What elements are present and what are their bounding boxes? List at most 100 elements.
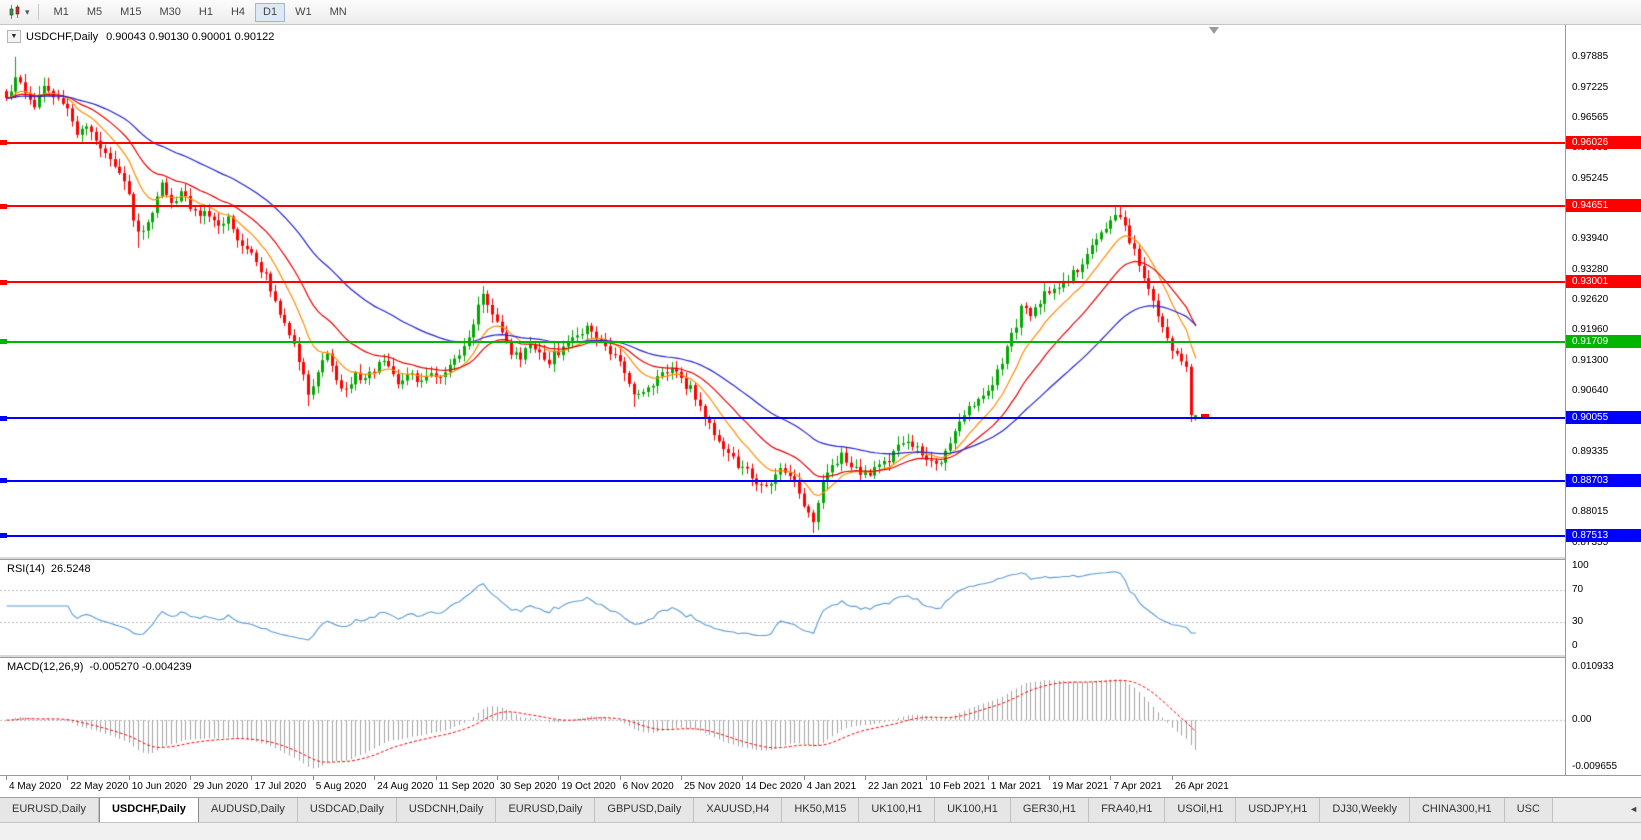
time-axis-label: 10 Feb 2021 <box>929 781 986 792</box>
time-axis-tick <box>497 776 498 780</box>
time-axis-label: 22 May 2020 <box>70 781 129 792</box>
price-axis-label: 0.93940 <box>1572 233 1609 245</box>
chart-tab-usdchf-daily[interactable]: USDCHF,Daily <box>98 798 199 822</box>
pane-splitter-rsi[interactable] <box>0 556 1641 560</box>
timeframe-button-m15[interactable]: M15 <box>120 5 142 18</box>
macd-current-values: -0.005270 -0.004239 <box>89 661 192 673</box>
time-axis[interactable]: 4 May 2020 22 May 2020 10 Jun 2020 29 Jun 2… <box>0 775 1641 797</box>
timeframe-button-m1[interactable]: M1 <box>53 5 69 18</box>
chart-window: ▼ USDCHF,Daily 0.90043 0.90130 0.90001 0… <box>0 25 1641 775</box>
time-axis-tick <box>681 776 682 780</box>
price-line-label: 0.88703 <box>1566 473 1641 487</box>
chart-tab-eurusd-daily[interactable]: EURUSD,Daily <box>0 798 99 822</box>
time-axis-label: 17 Jul 2020 <box>254 781 307 792</box>
horizontal-line-0.88703[interactable] <box>0 479 1565 482</box>
chart-shift-marker-icon[interactable] <box>1209 27 1220 34</box>
chart-tab-xauusd-h4[interactable]: XAUUSD,H4 <box>694 798 783 822</box>
chart-tab-usc[interactable]: USC <box>1504 798 1553 822</box>
timeframe-toolbar: M1 M5 M15 M30 H1 H4 D1 W1 MN <box>45 2 356 22</box>
toolbar: ▾ M1 M5 M15 M30 H1 H4 D1 W1 MN <box>0 0 1641 25</box>
chart-tab-dj30-weekly[interactable]: DJ30,Weekly <box>1320 798 1410 822</box>
price-chart-canvas[interactable] <box>0 25 1565 556</box>
hline-left-marker[interactable] <box>0 140 7 146</box>
time-axis-label: 25 Nov 2020 <box>683 781 741 792</box>
chart-tab-uk100-h1[interactable]: UK100,H1 <box>935 798 1011 822</box>
timeframe-button-h4[interactable]: H4 <box>230 5 246 18</box>
price-axis-label: 0.88015 <box>1572 506 1609 518</box>
time-axis-label: 29 Jun 2020 <box>193 781 249 792</box>
chart-tab-audusd-daily[interactable]: AUDUSD,Daily <box>198 798 298 822</box>
plot-overlay <box>0 25 1565 775</box>
toolbar-separator <box>37 4 39 20</box>
tab-scroll-left-icon[interactable]: ◄ <box>1629 804 1638 814</box>
timeframe-button-d1[interactable]: D1 <box>255 2 286 22</box>
chart-tab-fra40-h1[interactable]: FRA40,H1 <box>1089 798 1166 822</box>
chart-tab-usoil-h1[interactable]: USOil,H1 <box>1165 798 1237 822</box>
timeframe-button-mn[interactable]: MN <box>329 5 347 18</box>
horizontal-line-0.87513[interactable] <box>0 534 1565 537</box>
chart-tab-usdcad-daily[interactable]: USDCAD,Daily <box>297 798 397 822</box>
time-axis-label: 11 Sep 2020 <box>438 781 495 792</box>
hline-left-marker[interactable] <box>0 415 7 421</box>
candlestick-chart-icon <box>9 5 20 19</box>
time-axis-tick <box>804 776 805 780</box>
horizontal-line-0.90055[interactable] <box>0 417 1565 420</box>
price-axis-label: 0.87355 <box>1572 536 1609 548</box>
time-axis-label: 24 Aug 2020 <box>377 781 434 792</box>
time-axis-label: 22 Jan 2021 <box>868 781 924 792</box>
time-axis-tick <box>926 776 927 780</box>
status-bar <box>0 822 1641 840</box>
hline-left-marker[interactable] <box>0 533 7 539</box>
time-axis-label: 10 Jun 2020 <box>131 781 187 792</box>
price-axis[interactable]: 0.978850.972250.965650.959050.952450.945… <box>1565 25 1641 775</box>
horizontal-line-0.91709[interactable] <box>0 340 1565 343</box>
hline-left-marker[interactable] <box>0 279 7 285</box>
horizontal-line-0.94651[interactable] <box>0 205 1565 208</box>
time-axis-tick <box>1172 776 1173 780</box>
rsi-pane-label: RSI(14) 26.5248 <box>7 563 91 575</box>
time-axis-tick <box>742 776 743 780</box>
chart-tab-hk50-m15[interactable]: HK50,M15 <box>782 798 860 822</box>
time-axis-tick <box>988 776 989 780</box>
time-axis-tick <box>1049 776 1050 780</box>
chart-type-dropdown-caret[interactable]: ▾ <box>25 6 30 17</box>
price-axis-label: 0.91960 <box>1572 324 1609 336</box>
chart-tab-uk100-h1[interactable]: UK100,H1 <box>859 798 936 822</box>
chart-tab-usdcnh-daily[interactable]: USDCNH,Daily <box>396 798 497 822</box>
chart-type-button[interactable] <box>5 2 25 22</box>
time-axis-tick <box>1110 776 1111 780</box>
pane-splitter-macd[interactable] <box>0 654 1641 658</box>
price-line-label: 0.94651 <box>1566 199 1641 213</box>
chart-title: ▼ USDCHF,Daily 0.90043 0.90130 0.90001 0… <box>7 30 274 43</box>
time-axis-tick <box>251 776 252 780</box>
chart-tab-ger30-h1[interactable]: GER30,H1 <box>1010 798 1090 822</box>
time-axis-label: 4 May 2020 <box>9 781 62 792</box>
time-axis-tick <box>6 776 7 780</box>
price-axis-label: 0.97225 <box>1572 81 1609 93</box>
timeframe-button-w1[interactable]: W1 <box>295 5 312 18</box>
chart-tab-gbpusd-daily[interactable]: GBPUSD,Daily <box>595 798 695 822</box>
timeframe-button-m5[interactable]: M5 <box>86 5 103 18</box>
price-axis-label: 0.91300 <box>1572 354 1609 366</box>
rsi-axis-label: 30 <box>1572 616 1584 627</box>
time-axis-label: 19 Oct 2020 <box>561 781 616 792</box>
time-axis-tick <box>129 776 130 780</box>
horizontal-line-0.93001[interactable] <box>0 281 1565 284</box>
hline-left-marker[interactable] <box>0 203 7 209</box>
chart-tab-china300-h1[interactable]: CHINA300,H1 <box>1409 798 1505 822</box>
price-line-label: 0.93001 <box>1566 275 1641 289</box>
timeframe-button-h1[interactable]: H1 <box>198 5 213 18</box>
hline-left-marker[interactable] <box>0 478 7 484</box>
chart-tab-usdjpy-h1[interactable]: USDJPY,H1 <box>1236 798 1321 822</box>
rsi-indicator-canvas[interactable] <box>0 560 1565 654</box>
timeframe-button-m30[interactable]: M30 <box>159 5 181 18</box>
rsi-axis-label: 70 <box>1572 584 1584 595</box>
time-axis-label: 7 Apr 2021 <box>1113 781 1162 792</box>
one-click-trading-toggle[interactable]: ▼ <box>7 30 21 43</box>
hline-left-marker[interactable] <box>0 339 7 345</box>
macd-indicator-canvas[interactable] <box>0 658 1565 775</box>
horizontal-line-0.96026[interactable] <box>0 141 1565 144</box>
time-axis-tick <box>620 776 621 780</box>
chart-tab-eurusd-daily[interactable]: EURUSD,Daily <box>496 798 596 822</box>
price-axis-label: 0.89335 <box>1572 445 1609 457</box>
